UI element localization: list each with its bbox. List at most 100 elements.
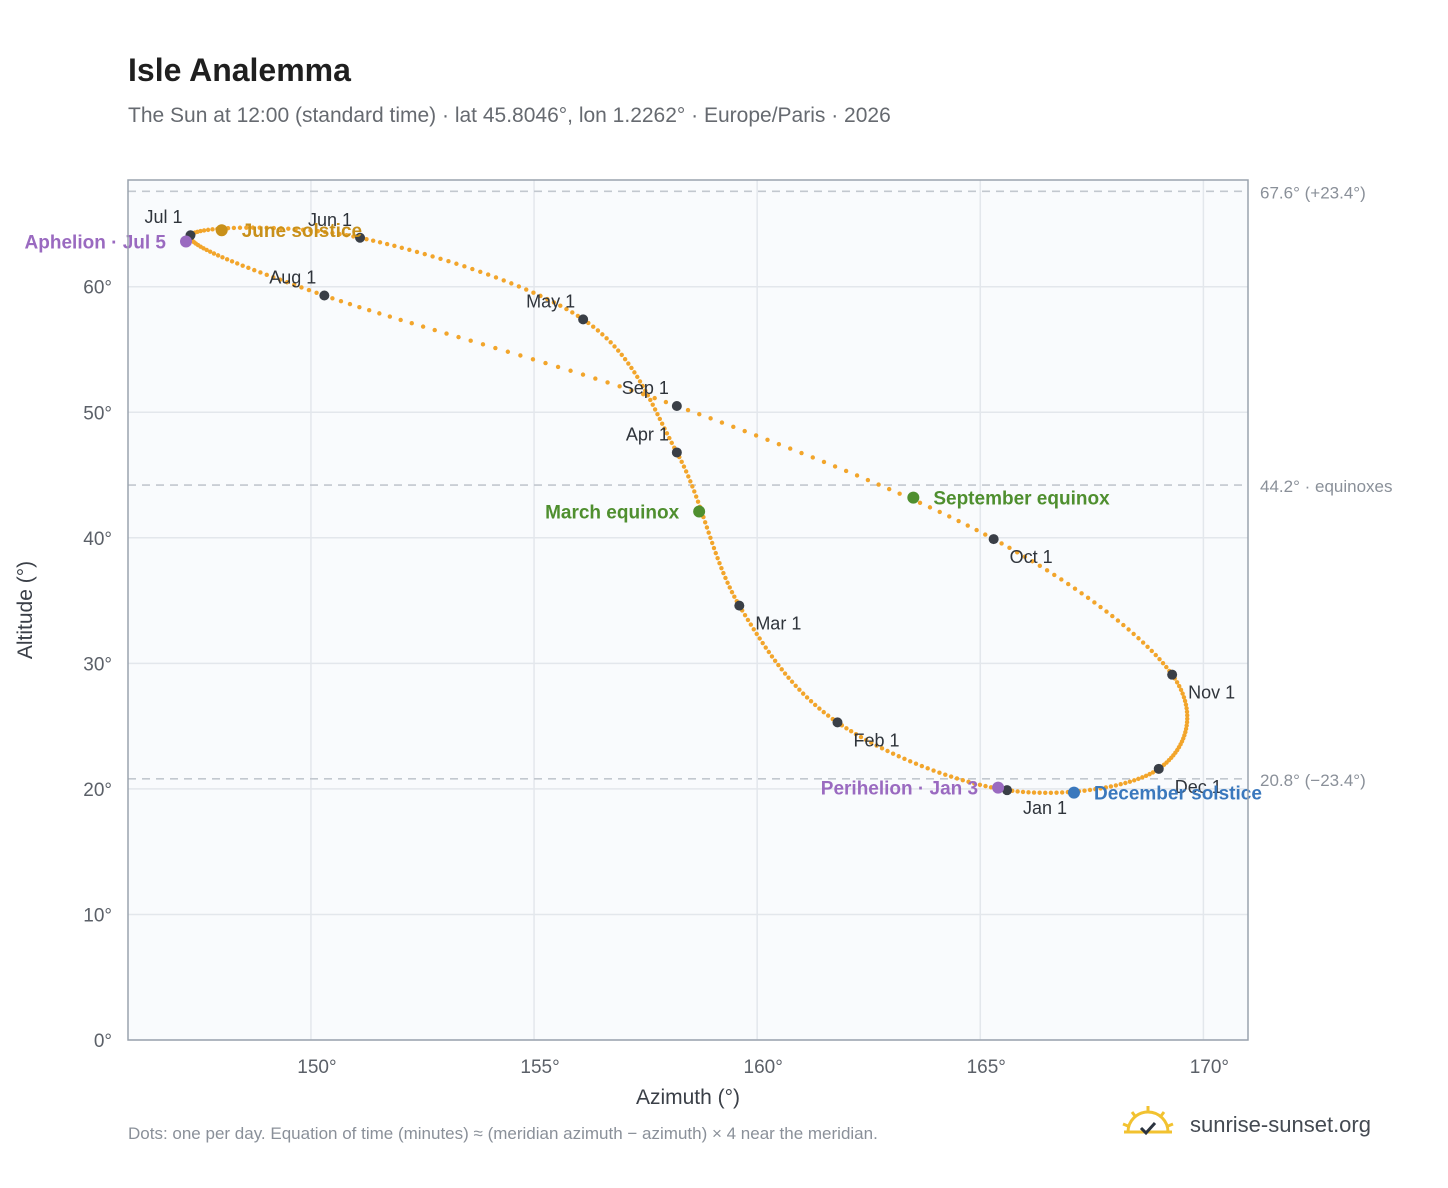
month-label: Mar 1: [755, 614, 801, 634]
month-label: Oct 1: [1010, 547, 1053, 567]
daily-dot: [709, 540, 715, 546]
month-marker: [988, 534, 999, 545]
daily-dot: [237, 225, 243, 230]
daily-dot: [555, 364, 561, 370]
month-label: Aug 1: [269, 268, 316, 288]
daily-dot: [1113, 783, 1119, 788]
daily-dot: [306, 287, 312, 293]
daily-dot: [244, 225, 249, 230]
daily-dot: [902, 756, 907, 762]
daily-dot: [1044, 568, 1050, 573]
daily-dot: [210, 227, 215, 232]
daily-dot: [937, 770, 942, 775]
daily-dot: [876, 482, 881, 487]
daily-dot: [821, 709, 826, 715]
daily-dot: [704, 525, 710, 530]
daily-dot: [869, 740, 874, 745]
daily-dot: [789, 679, 795, 684]
daily-dot: [695, 499, 701, 504]
daily-dot: [685, 407, 691, 413]
event-marker: [180, 235, 193, 248]
daily-dot: [1178, 687, 1184, 693]
daily-dot: [392, 243, 397, 249]
daily-dot: [943, 772, 948, 777]
month-marker: [734, 600, 745, 611]
daily-dot: [1140, 640, 1146, 645]
daily-dot: [205, 227, 211, 233]
daily-dot: [655, 411, 660, 417]
daily-dot: [1184, 720, 1190, 725]
daily-dot: [983, 783, 988, 789]
daily-dot: [708, 416, 713, 421]
daily-dot: [1037, 563, 1043, 568]
daily-dot: [956, 518, 961, 524]
daily-dot: [760, 640, 765, 646]
event-marker: [693, 505, 706, 518]
daily-dot: [652, 395, 657, 401]
daily-dot: [501, 278, 506, 283]
daily-dot: [865, 477, 871, 483]
x-axis-label: Azimuth (°): [636, 1086, 740, 1109]
daily-dot: [430, 254, 435, 259]
daily-dot: [422, 251, 427, 257]
daily-dot: [717, 560, 722, 566]
daily-dot: [558, 303, 563, 308]
daily-dot: [637, 379, 643, 384]
daily-dot: [640, 383, 645, 389]
daily-dot: [531, 290, 536, 295]
daily-dot: [715, 555, 720, 561]
daily-dot: [629, 365, 634, 371]
daily-dot: [732, 594, 737, 599]
brand-name[interactable]: sunrise-sunset.org: [1190, 1112, 1371, 1137]
daily-dot: [1182, 698, 1188, 704]
brand[interactable]: sunrise-sunset.org: [1120, 1104, 1400, 1148]
daily-dot: [338, 298, 344, 304]
daily-dot: [966, 779, 971, 785]
daily-dot: [931, 768, 936, 773]
event-label: December solstice: [1094, 784, 1262, 805]
daily-dot: [366, 308, 372, 313]
daily-dot: [538, 293, 543, 299]
daily-dot: [808, 699, 814, 704]
daily-dot: [1149, 648, 1154, 654]
daily-dot: [1110, 613, 1115, 619]
daily-dot: [1037, 790, 1042, 795]
daily-dot: [564, 306, 569, 312]
daily-dot: [937, 509, 942, 515]
month-marker: [671, 400, 682, 411]
daily-dot: [616, 348, 621, 353]
daily-dot: [257, 225, 262, 230]
daily-dot: [769, 654, 775, 659]
daily-dot: [641, 391, 646, 397]
sun-logo-icon: [1122, 1106, 1174, 1136]
daily-dot: [1031, 790, 1037, 795]
daily-dot: [688, 479, 693, 484]
daily-dot: [626, 361, 631, 366]
chart-title: Isle Analemma: [128, 52, 351, 88]
daily-dot: [713, 550, 718, 556]
daily-dot: [1020, 789, 1026, 795]
daily-dot: [384, 241, 390, 247]
daily-dot: [731, 424, 736, 430]
daily-dot: [632, 370, 637, 375]
daily-dot: [377, 311, 382, 316]
daily-dot: [315, 228, 321, 234]
daily-dot: [617, 384, 622, 389]
daily-dot: [723, 575, 728, 581]
daily-dot: [751, 627, 756, 632]
daily-dot: [742, 612, 748, 618]
y-tick-label: 10°: [83, 905, 112, 926]
daily-dot: [853, 731, 859, 737]
daily-dot: [485, 272, 491, 277]
daily-dot: [1176, 683, 1182, 689]
daily-dot: [948, 774, 954, 779]
daily-dot: [370, 238, 376, 243]
daily-dot: [858, 734, 864, 740]
daily-dot: [211, 251, 217, 256]
daily-dot: [1072, 586, 1078, 591]
daily-dot: [1132, 778, 1137, 783]
y-tick-label: 40°: [83, 529, 112, 550]
daily-dot: [220, 255, 225, 260]
daily-dot: [706, 530, 711, 535]
daily-dot: [291, 282, 297, 288]
